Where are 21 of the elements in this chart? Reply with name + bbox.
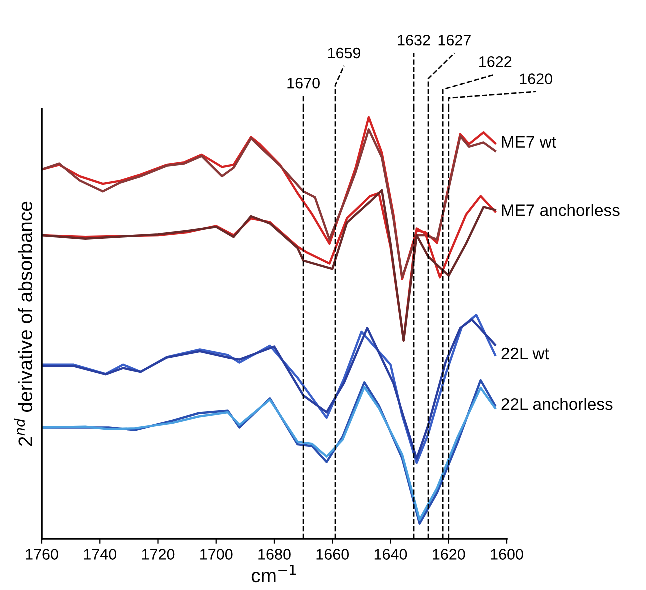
x-tick-label: 1720 [142, 549, 175, 560]
x-tick-label: 1760 [26, 549, 58, 560]
x-tick-label: 1600 [491, 549, 524, 560]
x-tick-label: 1700 [200, 549, 233, 560]
ref-line-label: 1627 [438, 34, 471, 46]
x-tick-label: 1640 [374, 549, 408, 560]
x-tick-label: 1680 [258, 549, 291, 560]
series-label: ME7 anchorless [502, 204, 620, 216]
ref-line-label: 1670 [288, 78, 320, 89]
ref-line-label: 1659 [328, 48, 361, 59]
series-label: ME7 wt [502, 136, 556, 148]
series-label: 22L anchorless [502, 398, 613, 410]
ref-line-label: 1622 [480, 56, 512, 68]
x-tick-label: 1660 [316, 549, 350, 560]
x-tick-label: 1740 [84, 549, 117, 560]
y-axis-title: 2$^{nd}$ derivative of absorbance [14, 202, 32, 446]
x-tick-label: 1620 [433, 549, 466, 560]
ref-line-label: 1620 [520, 74, 552, 84]
series-label: 22L wt [502, 348, 550, 360]
ref-line-label: 1632 [398, 34, 430, 46]
x-axis-title: cm$^{−1}$ [252, 565, 296, 583]
